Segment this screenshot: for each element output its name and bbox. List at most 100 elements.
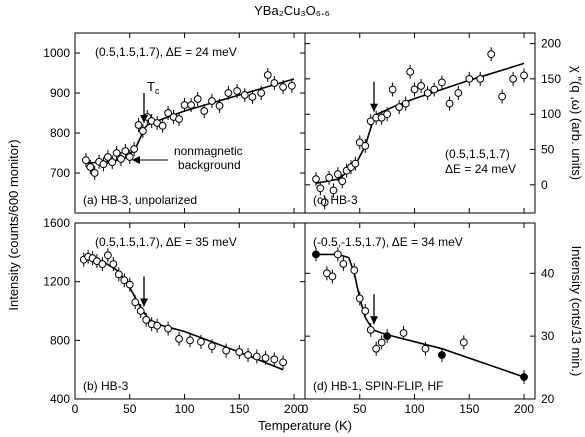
data-point xyxy=(377,113,386,122)
fit-curve xyxy=(83,258,284,371)
data-point xyxy=(103,251,112,260)
tc-arrowhead xyxy=(370,103,378,112)
data-point xyxy=(136,307,145,315)
y-tick-label: 1000 xyxy=(43,46,70,60)
data-point xyxy=(153,321,162,330)
right-y-axis-label: Intensity (cnts/13 min.) xyxy=(569,246,584,377)
data-point xyxy=(395,103,404,112)
panel-label: (c) HB-3 xyxy=(313,193,358,207)
data-point xyxy=(325,173,333,182)
panel-annotation: (-0.5,-1.5,1.7), ΔE = 34 meV xyxy=(313,235,463,249)
data-point xyxy=(355,294,364,303)
y-tick-label: 100 xyxy=(541,107,561,121)
data-point xyxy=(350,266,359,275)
tc-arrowhead xyxy=(140,115,148,123)
data-point xyxy=(421,344,430,353)
data-point xyxy=(139,127,147,135)
panel-annotation: (0.5,1.5,1.7), ΔE = 35 meV xyxy=(95,235,237,249)
data-point xyxy=(361,142,370,150)
panel-d: 0 50 100 150 200 20 30 40 (-0.5,-1.5,1.7), ΔE = … xyxy=(302,222,584,416)
data-point xyxy=(320,198,329,207)
data-point xyxy=(487,50,496,59)
panel-annotation: (0.5,1.5,1.7), ΔE = 24 meV xyxy=(95,45,237,59)
panel-frame xyxy=(304,32,536,214)
data-point xyxy=(125,153,134,161)
panel-label: (b) HB-3 xyxy=(83,379,129,393)
y-tick-label: 30 xyxy=(541,329,555,343)
data-point xyxy=(99,160,108,169)
data-point xyxy=(197,337,205,346)
data-point xyxy=(235,348,244,356)
x-axis-label: Temperature (K) xyxy=(258,418,352,433)
data-point xyxy=(312,175,320,184)
y-tick-label: 200 xyxy=(541,37,561,51)
data-point xyxy=(333,250,342,259)
data-point xyxy=(410,85,419,94)
data-point xyxy=(187,101,195,109)
data-point xyxy=(240,91,249,99)
data-point xyxy=(257,89,266,97)
data-point xyxy=(339,259,348,268)
data-point xyxy=(445,99,454,108)
data-point xyxy=(200,107,209,115)
y-tick-label: 1200 xyxy=(43,275,70,289)
panel-label: (d) HB-1, SPIN-FLIP, HF xyxy=(313,379,443,393)
background-note: background xyxy=(178,158,241,172)
panel-label: (a) HB-3, unpolarized xyxy=(83,193,197,207)
data-point xyxy=(406,67,415,76)
tc-arrowhead xyxy=(140,298,148,307)
data-point xyxy=(465,74,474,83)
data-point xyxy=(233,87,241,95)
data-point xyxy=(215,101,224,110)
data-point xyxy=(114,270,123,279)
data-point xyxy=(134,121,143,129)
data-point xyxy=(333,170,342,179)
y-tick-label: 1600 xyxy=(43,216,70,230)
data-point xyxy=(270,79,279,87)
data-point xyxy=(208,97,216,105)
data-point xyxy=(208,342,216,351)
panel-frame xyxy=(74,222,306,400)
data-point xyxy=(316,184,325,193)
data-point xyxy=(248,93,257,101)
data-point xyxy=(338,177,347,186)
y-tick-label: 40 xyxy=(541,266,555,280)
data-point xyxy=(430,85,439,94)
data-point xyxy=(103,153,112,161)
tc-arrowhead xyxy=(370,316,378,325)
y-tick-label: 0 xyxy=(541,178,548,192)
data-point xyxy=(423,89,432,97)
data-point xyxy=(175,115,183,123)
data-point xyxy=(125,280,134,289)
data-point xyxy=(186,336,194,345)
panel-annotation: ΔE = 24 meV xyxy=(445,162,516,176)
data-point xyxy=(279,358,287,367)
data-point xyxy=(498,92,507,101)
panel-annotation: (0.5,1.5,1.7) xyxy=(445,147,510,161)
x-tick-label: 200 xyxy=(514,402,534,416)
data-point xyxy=(328,272,337,281)
fit-curve xyxy=(316,253,525,378)
data-point xyxy=(252,352,261,361)
data-point xyxy=(180,101,189,109)
data-point xyxy=(164,109,172,117)
data-point xyxy=(399,329,408,337)
data-point xyxy=(193,95,202,103)
data-point xyxy=(117,155,125,163)
data-point xyxy=(90,169,99,177)
data-point xyxy=(383,110,392,119)
data-point xyxy=(279,83,287,91)
panel-a: 700 800 900 1000 Tc (0.5,1.5,1.7), ΔE = 24 me… xyxy=(43,32,306,214)
data-point xyxy=(351,159,360,168)
y-tick-label: 50 xyxy=(541,142,555,156)
data-point xyxy=(130,145,139,153)
y-tick-label: 150 xyxy=(541,72,561,86)
data-point xyxy=(459,338,468,347)
right-y-axis-label: χ "(q ,ω) (arb. units) xyxy=(569,66,584,180)
y-tick-label: 800 xyxy=(50,126,70,140)
x-tick-label: 100 xyxy=(175,402,195,416)
filled-data-point xyxy=(312,250,320,259)
data-point xyxy=(175,334,183,343)
